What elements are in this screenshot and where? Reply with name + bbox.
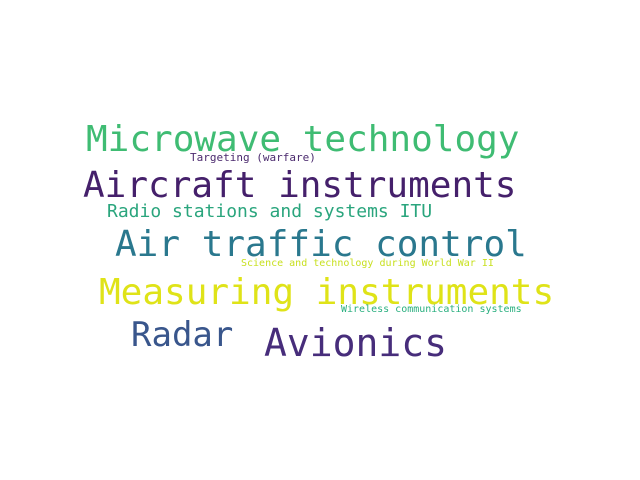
word-aircraft-instruments: Aircraft instruments — [83, 165, 517, 206]
word-air-traffic-control: Air traffic control — [115, 224, 527, 265]
word-radar: Radar — [131, 315, 234, 355]
word-microwave-technology: Microwave technology — [86, 119, 520, 160]
word-radio-stations-and-systems-itu: Radio stations and systems ITU — [107, 201, 433, 222]
word-wireless-communication-systems: Wireless communication systems — [341, 304, 522, 315]
word-science-and-technology-ww2: Science and technology during World War … — [241, 258, 494, 269]
word-measuring-instruments: Measuring instruments — [99, 272, 555, 313]
word-avionics: Avionics — [264, 321, 448, 365]
word-targeting-warfare: Targeting (warfare) — [190, 151, 316, 164]
